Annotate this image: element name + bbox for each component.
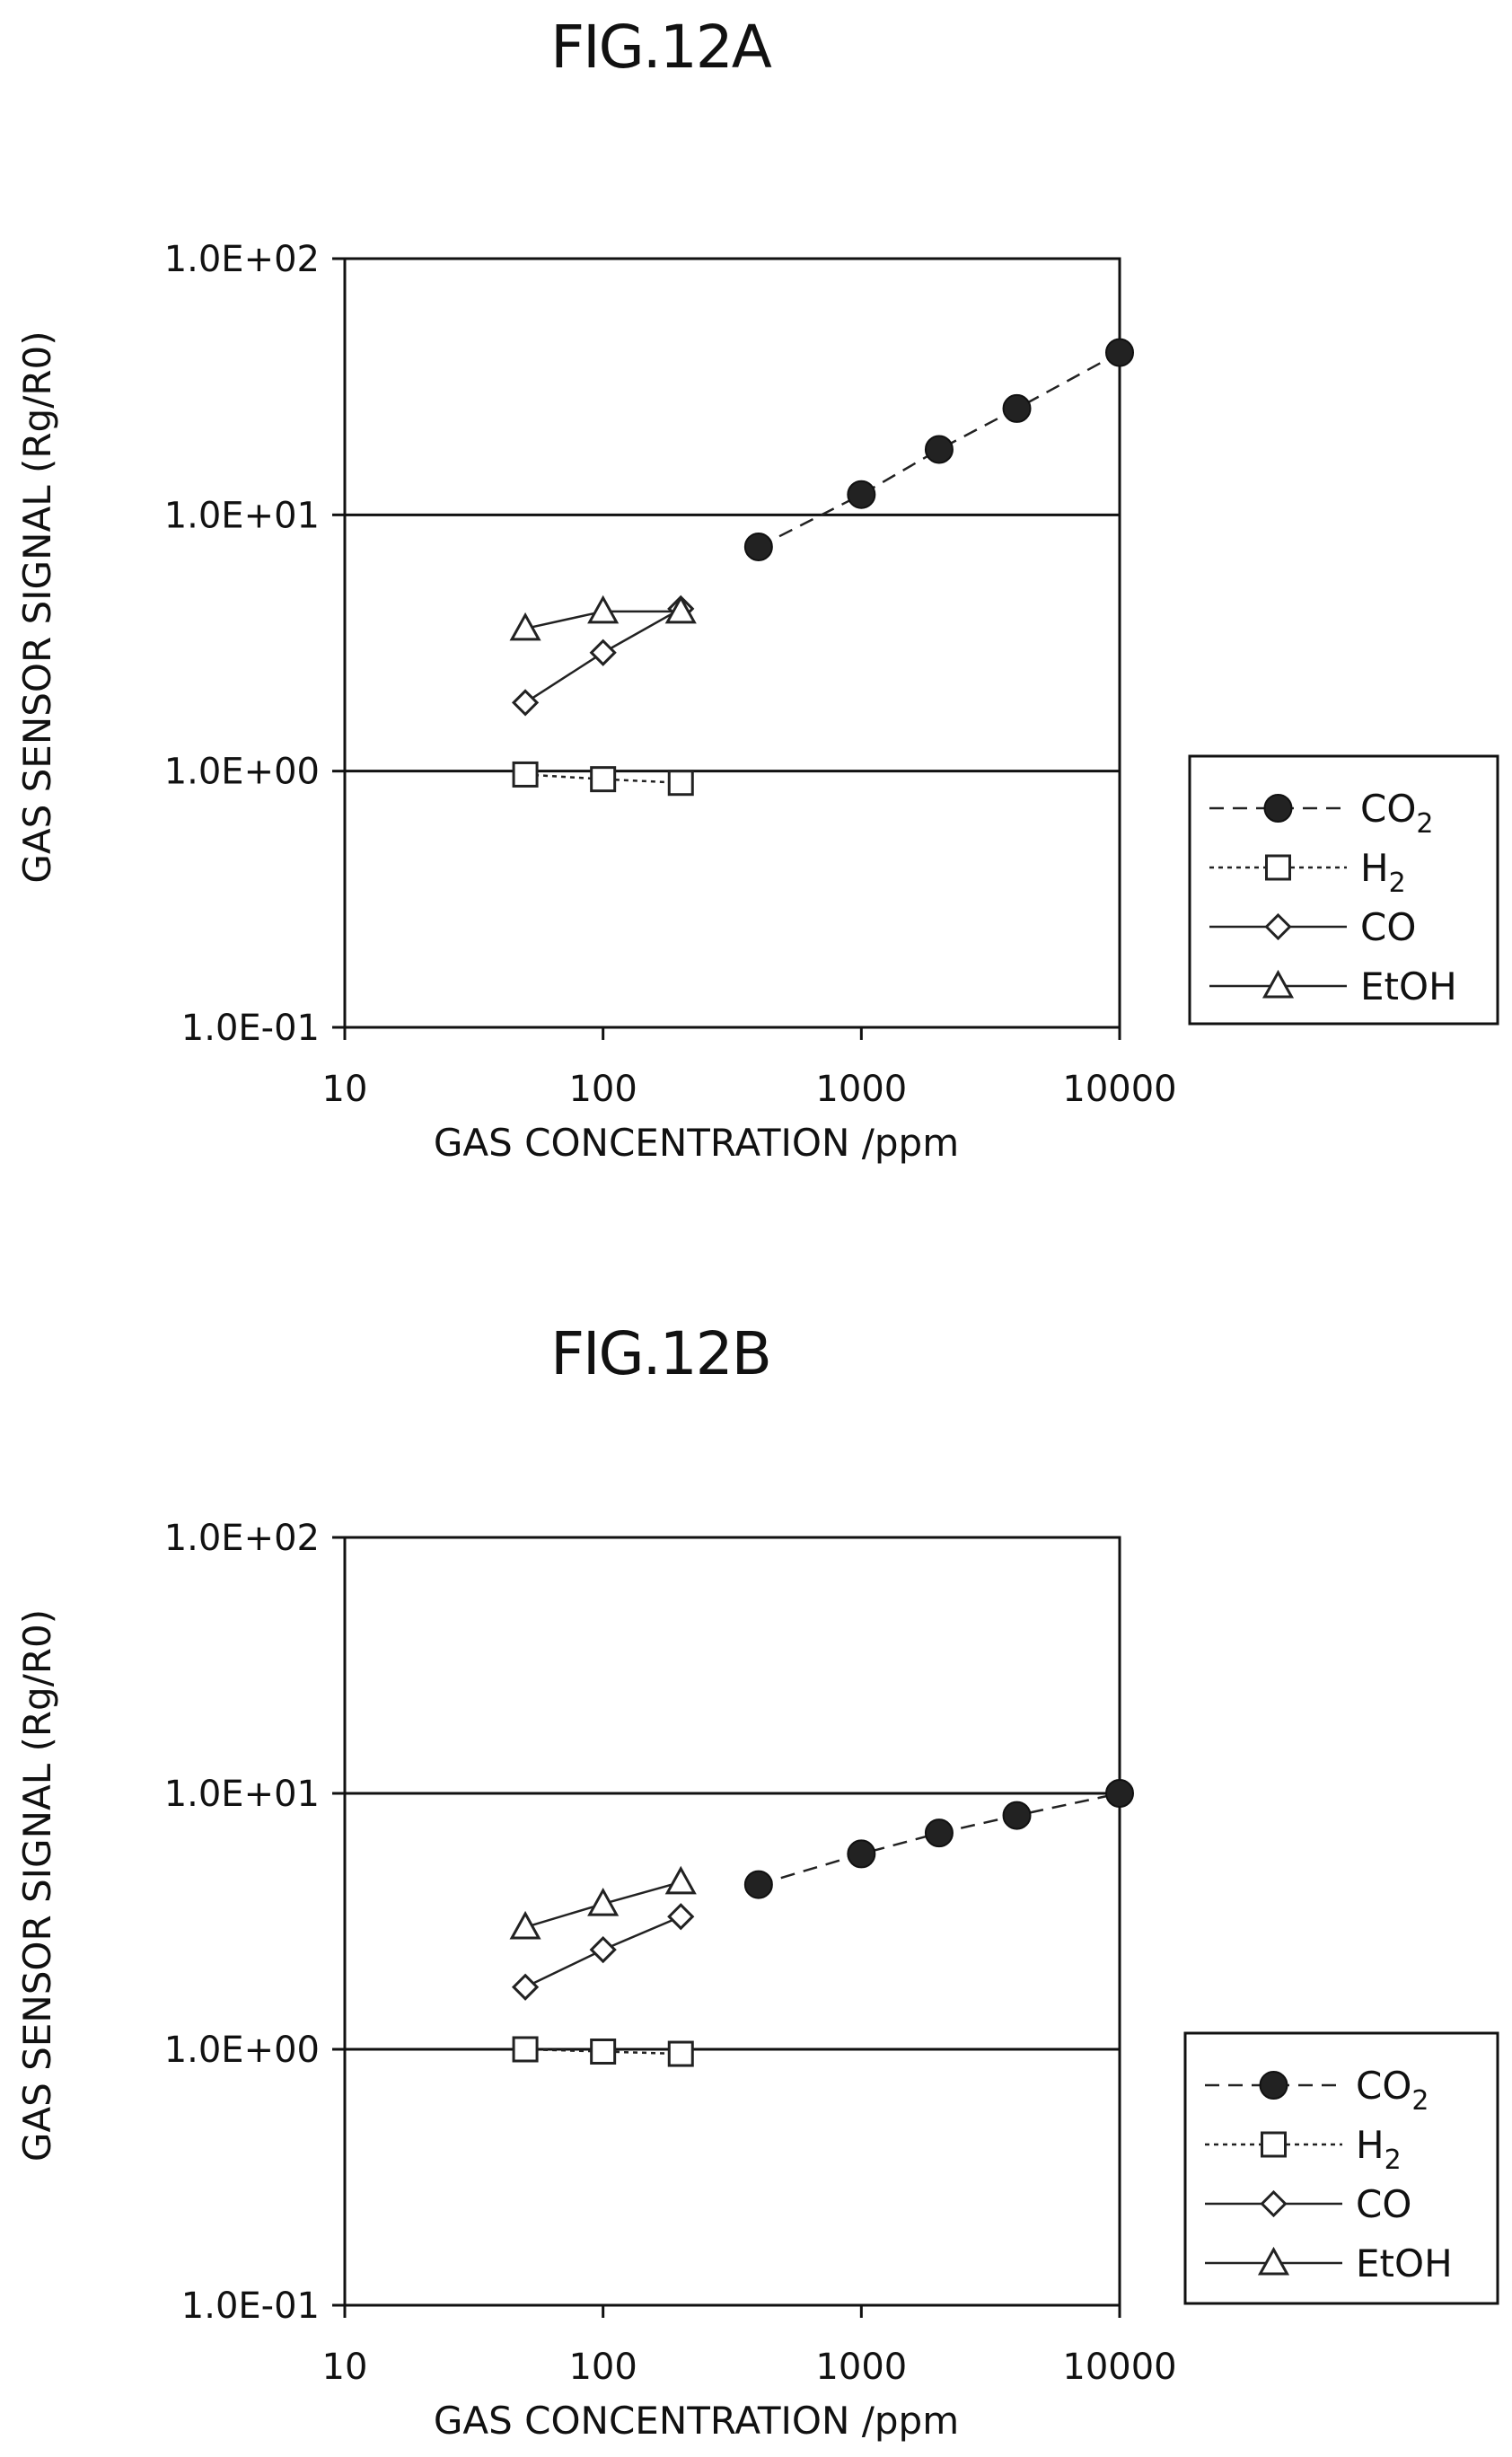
x-tick-label: 10000 — [1062, 1069, 1176, 1110]
legend-box — [1188, 754, 1499, 1026]
data-point — [512, 761, 539, 788]
data-point — [590, 2039, 617, 2065]
legend-label-main: CO — [1356, 2182, 1411, 2226]
data-point — [1002, 1801, 1032, 1830]
chart-fig12b: FIG.12B 1.0E-01 1.0E+00 1.0E+01 1.0E+02 10 100… — [15, 1319, 1499, 2443]
y-tick-label: 1.0E+02 — [164, 239, 320, 280]
series-etoh — [509, 1865, 697, 1940]
data-point — [509, 1910, 541, 1940]
legend-marker — [1259, 2071, 1288, 2100]
legend-label: CO2 — [1356, 2064, 1428, 2117]
data-point — [1105, 338, 1134, 367]
x-axis-label: GAS CONCENTRATION /ppm — [434, 1121, 959, 1165]
legend-label: EtOH — [1360, 964, 1457, 1008]
series-line — [524, 773, 681, 784]
legend-label-main: EtOH — [1356, 2241, 1453, 2285]
x-tick-label: 10000 — [1062, 2347, 1176, 2388]
x-tick-label: 100 — [568, 2347, 637, 2388]
series-line — [525, 2048, 681, 2056]
data-point — [743, 1870, 773, 1899]
data-point — [664, 1865, 697, 1895]
data-point — [512, 2036, 539, 2063]
data-point — [1002, 393, 1032, 423]
data-point — [667, 2040, 694, 2067]
y-tick-label: 1.0E-01 — [181, 1008, 320, 1049]
series-co2 — [743, 1779, 1134, 1899]
legend-label-main: H — [1356, 2123, 1385, 2167]
data-point — [511, 1973, 540, 2001]
legend-label: H2 — [1356, 2123, 1402, 2176]
y-tick-label: 1.0E+00 — [164, 2030, 320, 2071]
x-tick-label: 100 — [568, 1069, 637, 1110]
data-point — [590, 766, 617, 793]
data-point — [589, 1935, 617, 1964]
legend-label-main: CO — [1356, 2064, 1411, 2108]
x-axis-label: GAS CONCENTRATION /ppm — [434, 2399, 959, 2443]
series-h2 — [512, 761, 694, 797]
data-point — [664, 594, 697, 624]
legend-label-main: CO — [1360, 905, 1416, 949]
chart-fig12a: FIG.12A 1.0E-01 1.0E+00 1.0E+01 1.0E+02 10 100… — [15, 13, 1499, 1165]
legend-label: EtOH — [1356, 2241, 1453, 2285]
data-point — [743, 532, 773, 561]
y-axis-label: GAS SENSOR SIGNAL (Rg/R0) — [15, 330, 59, 883]
x-tick-label: 1000 — [815, 2347, 907, 2388]
data-point — [589, 638, 617, 666]
legend-label-subscript: 2 — [1416, 808, 1433, 840]
data-point — [1105, 1779, 1134, 1808]
series-line — [758, 351, 1121, 549]
series-co2 — [743, 338, 1134, 561]
legend-label-main: EtOH — [1360, 964, 1457, 1008]
x-tick-label: 1000 — [815, 1069, 907, 1110]
y-axis-label: GAS SENSOR SIGNAL (Rg/R0) — [15, 1609, 59, 2162]
legend-label-main: CO — [1360, 787, 1416, 831]
legend-label: CO — [1356, 2182, 1411, 2226]
series-co — [511, 1903, 695, 2001]
data-point — [587, 594, 620, 624]
legend-marker — [1265, 854, 1291, 881]
legend-label-subscript: 2 — [1389, 867, 1406, 899]
plot-frame — [343, 1536, 1121, 2307]
x-tick-label: 10 — [322, 2347, 368, 2388]
x-tick-label: 10 — [322, 1069, 368, 1110]
data-point — [847, 1839, 876, 1869]
data-point — [924, 1819, 954, 1848]
legend-marker — [1264, 912, 1292, 941]
data-point — [667, 770, 694, 797]
legend-label: H2 — [1360, 846, 1406, 899]
y-tick-label: 1.0E+00 — [164, 752, 320, 793]
legend-marker — [1261, 969, 1295, 999]
data-point — [667, 1903, 695, 1931]
data-point — [924, 435, 954, 464]
series-h2 — [512, 2036, 694, 2067]
y-tick-label: 1.0E+01 — [164, 1774, 320, 1815]
legend-label-subscript: 2 — [1411, 2085, 1428, 2117]
legend-marker — [1260, 2189, 1288, 2218]
data-point — [509, 612, 541, 641]
legend-marker — [1257, 2246, 1290, 2276]
y-tick-label: 1.0E-01 — [181, 2285, 320, 2327]
data-point — [847, 480, 876, 509]
legend-marker — [1261, 2131, 1287, 2158]
legend-label-subscript: 2 — [1385, 2144, 1402, 2176]
legend-marker — [1263, 794, 1293, 823]
plot-frame — [343, 257, 1121, 1029]
data-point — [511, 689, 540, 717]
y-tick-label: 1.0E+02 — [164, 1518, 320, 1559]
legend-box — [1183, 2031, 1499, 2305]
legend-label: CO2 — [1360, 787, 1433, 840]
legend-label-main: H — [1360, 846, 1389, 890]
legend-label: CO — [1360, 905, 1416, 949]
figure-title: FIG.12B — [550, 1319, 770, 1388]
data-point — [587, 1887, 620, 1916]
y-tick-label: 1.0E+01 — [164, 495, 320, 536]
figure-title: FIG.12A — [550, 13, 772, 82]
series-etoh — [509, 594, 697, 641]
